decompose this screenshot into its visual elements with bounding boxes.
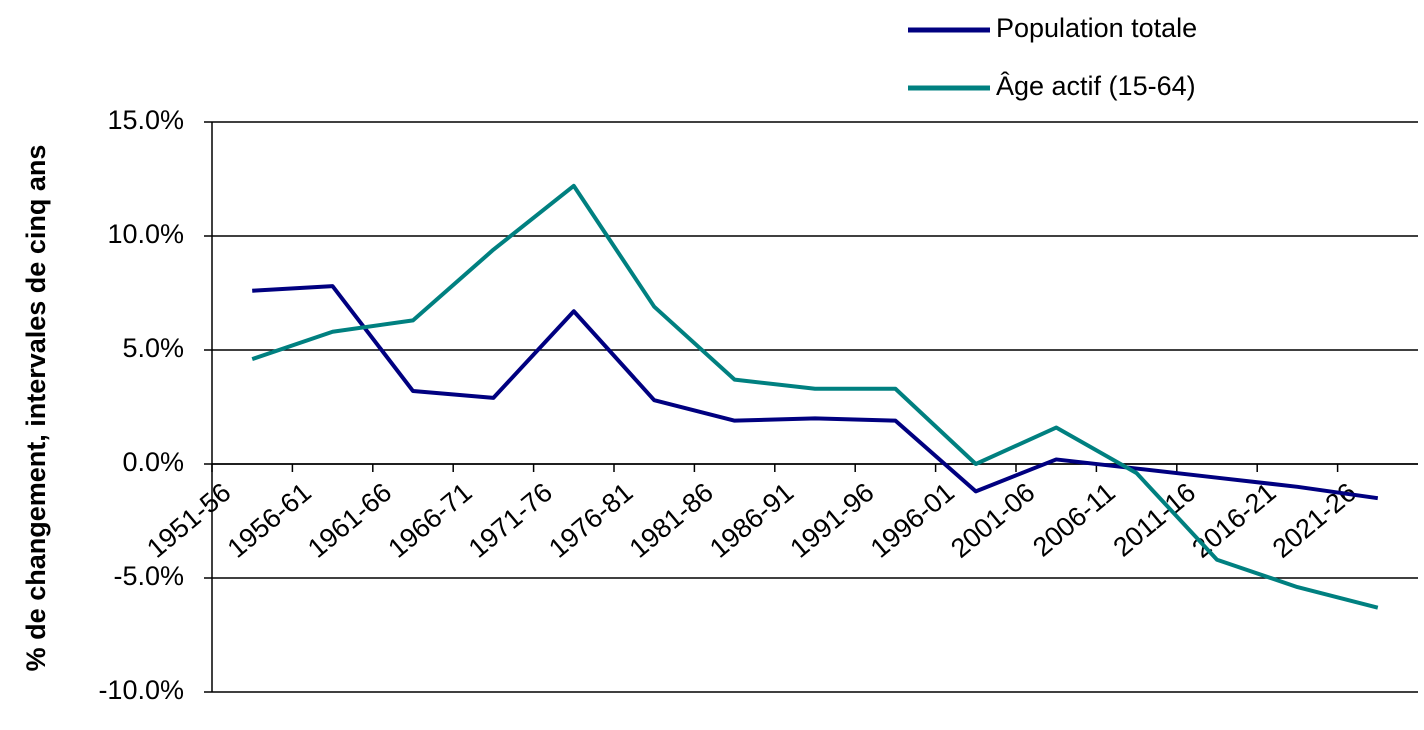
x-tick-label: 2016-21: [1186, 477, 1281, 564]
y-tick-label: 15.0%: [107, 105, 184, 135]
x-tick-label: 2001-06: [945, 477, 1040, 564]
x-tick-label: 1961-66: [302, 477, 397, 564]
y-tick-label: 0.0%: [122, 447, 184, 477]
y-tick-label: 5.0%: [122, 333, 184, 363]
y-tick-label: 10.0%: [107, 219, 184, 249]
x-tick-label: 1956-61: [222, 477, 317, 564]
legend-label: Population totale: [996, 13, 1197, 43]
y-tick-label: -10.0%: [98, 675, 184, 705]
x-tick-label: 2006-11: [1027, 477, 1121, 562]
x-tick-label: 1981-86: [624, 477, 719, 564]
x-tick-label: 1976-81: [543, 477, 638, 564]
x-tick-label: 1986-91: [704, 477, 799, 564]
y-axis-label: % de changement, intervales de cinq ans: [21, 145, 51, 672]
legend-label: Âge actif (15-64): [996, 70, 1196, 101]
x-tick-label: 1951-56: [141, 477, 236, 564]
x-tick-label: 1996-01: [865, 477, 960, 564]
x-tick-label: 1991-96: [784, 477, 879, 564]
x-tick-label: 1971-76: [463, 477, 558, 564]
series-line: [251, 183, 1379, 610]
y-tick-label: -5.0%: [113, 561, 184, 591]
series-line: [252, 284, 1379, 501]
x-tick-label: 1966-71: [382, 477, 477, 564]
